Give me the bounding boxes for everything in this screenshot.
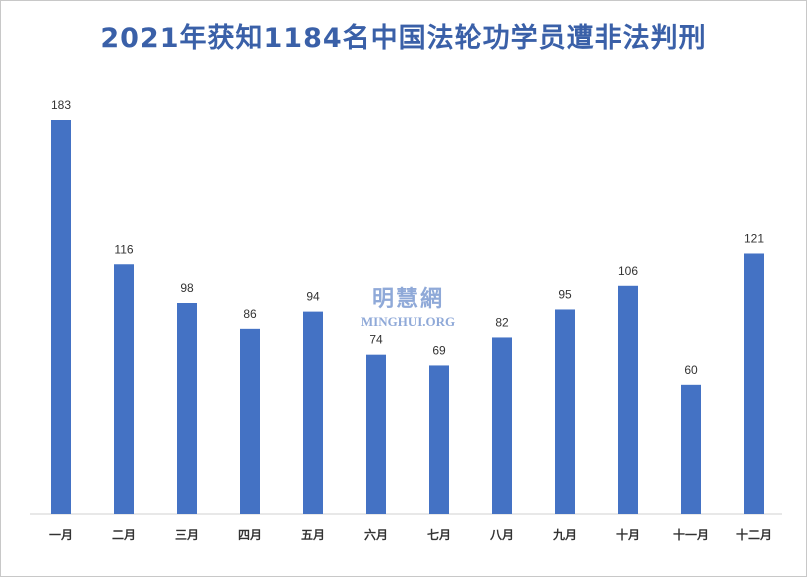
category-label-1: 一月: [49, 528, 73, 542]
category-label-11: 十一月: [673, 527, 709, 542]
category-label-10: 十月: [616, 527, 640, 542]
category-label-7: 七月: [427, 528, 451, 542]
watermark-logo: 明慧網 MINGHUI.ORG: [338, 281, 478, 330]
data-label-3: 98: [180, 281, 194, 295]
data-label-5: 94: [306, 290, 320, 304]
data-label-1: 183: [51, 98, 71, 112]
data-label-12: 121: [744, 231, 764, 245]
bar-5: [303, 311, 323, 514]
bar-3: [177, 303, 197, 514]
data-label-9: 95: [558, 287, 572, 301]
data-label-7: 69: [432, 343, 446, 357]
category-label-4: 四月: [238, 528, 262, 542]
bar-11: [681, 384, 701, 514]
chart-title: 2021年获知1184名中国法轮功学员遭非法判刑: [100, 23, 707, 54]
watermark-cn: 明慧網: [371, 287, 444, 312]
bar-1: [51, 120, 71, 514]
bar-2: [114, 264, 134, 514]
data-label-10: 106: [618, 264, 638, 278]
watermark-en: MINGHUI.ORG: [360, 314, 456, 329]
category-label-9: 九月: [552, 527, 577, 542]
category-label-5: 五月: [301, 528, 325, 542]
bar-7: [429, 365, 449, 514]
bar-12: [744, 253, 764, 515]
category-label-12: 十二月: [736, 527, 772, 542]
bar-4: [240, 328, 260, 514]
category-label-6: 六月: [364, 527, 388, 542]
category-label-8: 八月: [489, 528, 514, 542]
data-label-2: 116: [114, 242, 133, 256]
bar-9: [555, 309, 575, 514]
bar-8: [492, 337, 512, 514]
bar-6: [366, 354, 386, 514]
category-label-2: 二月: [112, 528, 136, 542]
bar-10: [618, 285, 638, 514]
data-label-11: 60: [684, 363, 698, 377]
data-label-6: 74: [369, 333, 383, 347]
data-label-4: 86: [243, 307, 257, 321]
data-label-8: 82: [495, 315, 509, 329]
category-label-3: 三月: [175, 528, 199, 542]
